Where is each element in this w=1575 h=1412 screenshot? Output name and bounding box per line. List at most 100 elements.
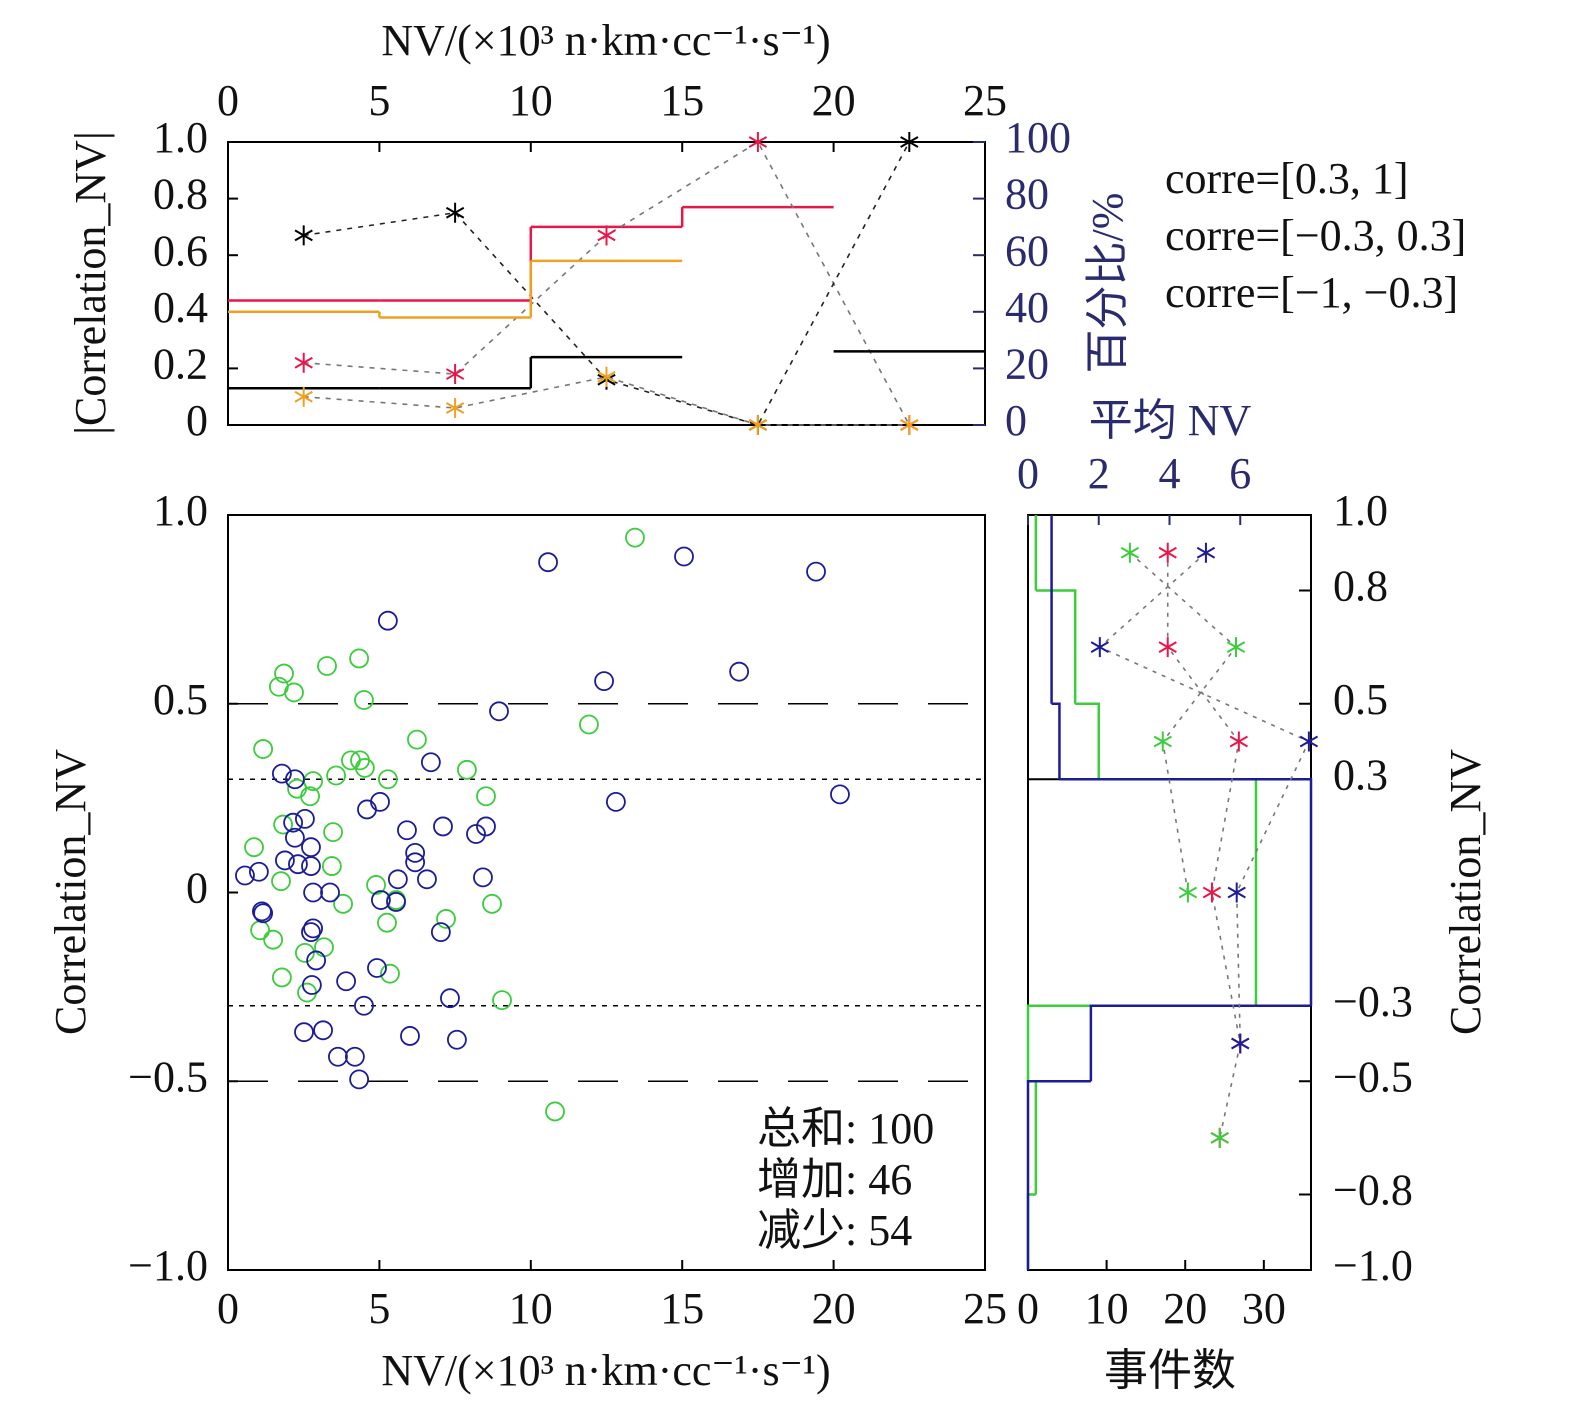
histogram-step (1051, 702, 1061, 780)
scatter-point (253, 739, 274, 759)
x-tick-label: 5 (368, 1284, 390, 1333)
axis-label: Correlation_NV (46, 749, 95, 1035)
annotation: 增加: 46 (757, 1155, 912, 1204)
scatter-point (380, 963, 400, 984)
x-tick-label: 10 (509, 1284, 553, 1333)
y-tick-label: −0.3 (1333, 977, 1413, 1026)
histogram-step (1075, 702, 1100, 780)
x-tick-label: 0 (217, 1284, 239, 1333)
scatter-point (400, 1026, 420, 1046)
scatter-point (285, 827, 305, 848)
scatter-point (417, 869, 437, 890)
scatter-point (275, 850, 295, 871)
mean-marker (1231, 1033, 1250, 1054)
scatter-point (476, 816, 496, 837)
percent-line (303, 140, 911, 426)
scatter-point (301, 856, 321, 876)
x-tick-label: 15 (660, 1284, 704, 1333)
scatter-point (605, 792, 626, 812)
x-tick-label: 20 (812, 1284, 856, 1333)
mean-marker (1226, 637, 1246, 658)
mean-marker (1202, 882, 1222, 903)
percent-marker (748, 415, 768, 435)
x-tick-label: 10 (1085, 1284, 1129, 1333)
mean-marker (1158, 637, 1177, 658)
scatter-point (244, 837, 264, 858)
scatter-point (288, 854, 308, 875)
y2-tick-label: 20 (1005, 339, 1049, 388)
scatter-point (354, 690, 374, 710)
y-tick-label: 0.2 (153, 339, 208, 388)
scatter-point (482, 893, 502, 914)
mean-marker (1090, 637, 1109, 658)
scatter-point (271, 763, 292, 784)
x-tick-label: 25 (963, 1284, 1007, 1333)
mean-marker (1299, 731, 1319, 752)
scatter-point (386, 892, 406, 912)
x2-tick-label: 0 (1017, 449, 1039, 498)
scatter-point (579, 714, 599, 735)
scatter-point (489, 701, 509, 722)
legend-entry: corre=[−0.3, 0.3] (1165, 211, 1466, 260)
x-tick-label: 30 (1242, 1284, 1286, 1333)
x-tick-label: 20 (1163, 1284, 1207, 1333)
scatter-point (371, 890, 391, 910)
y-tick-label: 1.0 (153, 486, 208, 535)
mean-marker (1229, 731, 1248, 752)
x2-tick-label: 2 (1088, 449, 1110, 498)
scatter-point (594, 671, 614, 691)
y-tick-label: 0.4 (153, 283, 208, 332)
scatter-point (317, 656, 337, 676)
scatter-point (252, 901, 272, 922)
x-axis-label: NV/(×10³ n·km·cc⁻¹·s⁻¹) (381, 1346, 830, 1395)
axis-label: 百分比/% (1083, 193, 1132, 374)
y2-tick-label: 100 (1005, 113, 1071, 162)
x2-tick-label: 4 (1159, 449, 1181, 498)
scatter-point (473, 867, 493, 888)
scatter-point (303, 918, 323, 939)
scatter-point (333, 893, 353, 914)
scatter-point (328, 1046, 348, 1067)
mean-line (1129, 552, 1238, 893)
y-tick-label: 0.5 (153, 675, 208, 724)
legend-entry: corre=[−1, −0.3] (1165, 268, 1458, 317)
scatter-point (492, 990, 512, 1010)
scatter-point (313, 1020, 333, 1041)
scatter-point (387, 869, 408, 890)
scatter-point (344, 1046, 365, 1067)
scatter-point (466, 824, 486, 844)
percent-marker (445, 398, 465, 419)
scatter-point (301, 922, 321, 943)
scatter-point (447, 1029, 467, 1050)
scatter-point (405, 852, 426, 873)
x-axis-label: NV/(×10³ n·km·cc⁻¹·s⁻¹) (381, 16, 830, 65)
scatter-point (545, 1101, 565, 1122)
scatter-point (407, 729, 427, 750)
scatter-point (284, 682, 304, 703)
y-tick-label: −0.5 (1333, 1052, 1413, 1101)
y-tick-label: −0.8 (1333, 1166, 1413, 1215)
scatter-point (271, 871, 291, 892)
scatter-point (729, 661, 750, 682)
mean-marker (1158, 542, 1177, 563)
y-tick-label: −1.0 (1333, 1241, 1413, 1290)
scatter-point (326, 765, 346, 786)
y-tick-label: 0 (186, 396, 208, 445)
percent-marker (900, 415, 919, 435)
y2-tick-label: 40 (1005, 283, 1049, 332)
x-axis-label: 事件数 (1104, 1346, 1236, 1395)
scatter-point (321, 856, 342, 876)
y-tick-label: 1.0 (1333, 486, 1388, 535)
y-tick-label: 0.8 (1333, 562, 1388, 611)
x-tick-label: 0 (217, 76, 239, 125)
scatter-point (349, 648, 370, 669)
scatter-point (354, 995, 374, 1016)
scatter-point (538, 552, 558, 573)
percent-marker (294, 352, 313, 373)
mean-marker (1153, 731, 1172, 752)
plot-frame (227, 141, 986, 426)
percent-marker (597, 366, 616, 387)
y-tick-label: 0.8 (153, 170, 208, 219)
